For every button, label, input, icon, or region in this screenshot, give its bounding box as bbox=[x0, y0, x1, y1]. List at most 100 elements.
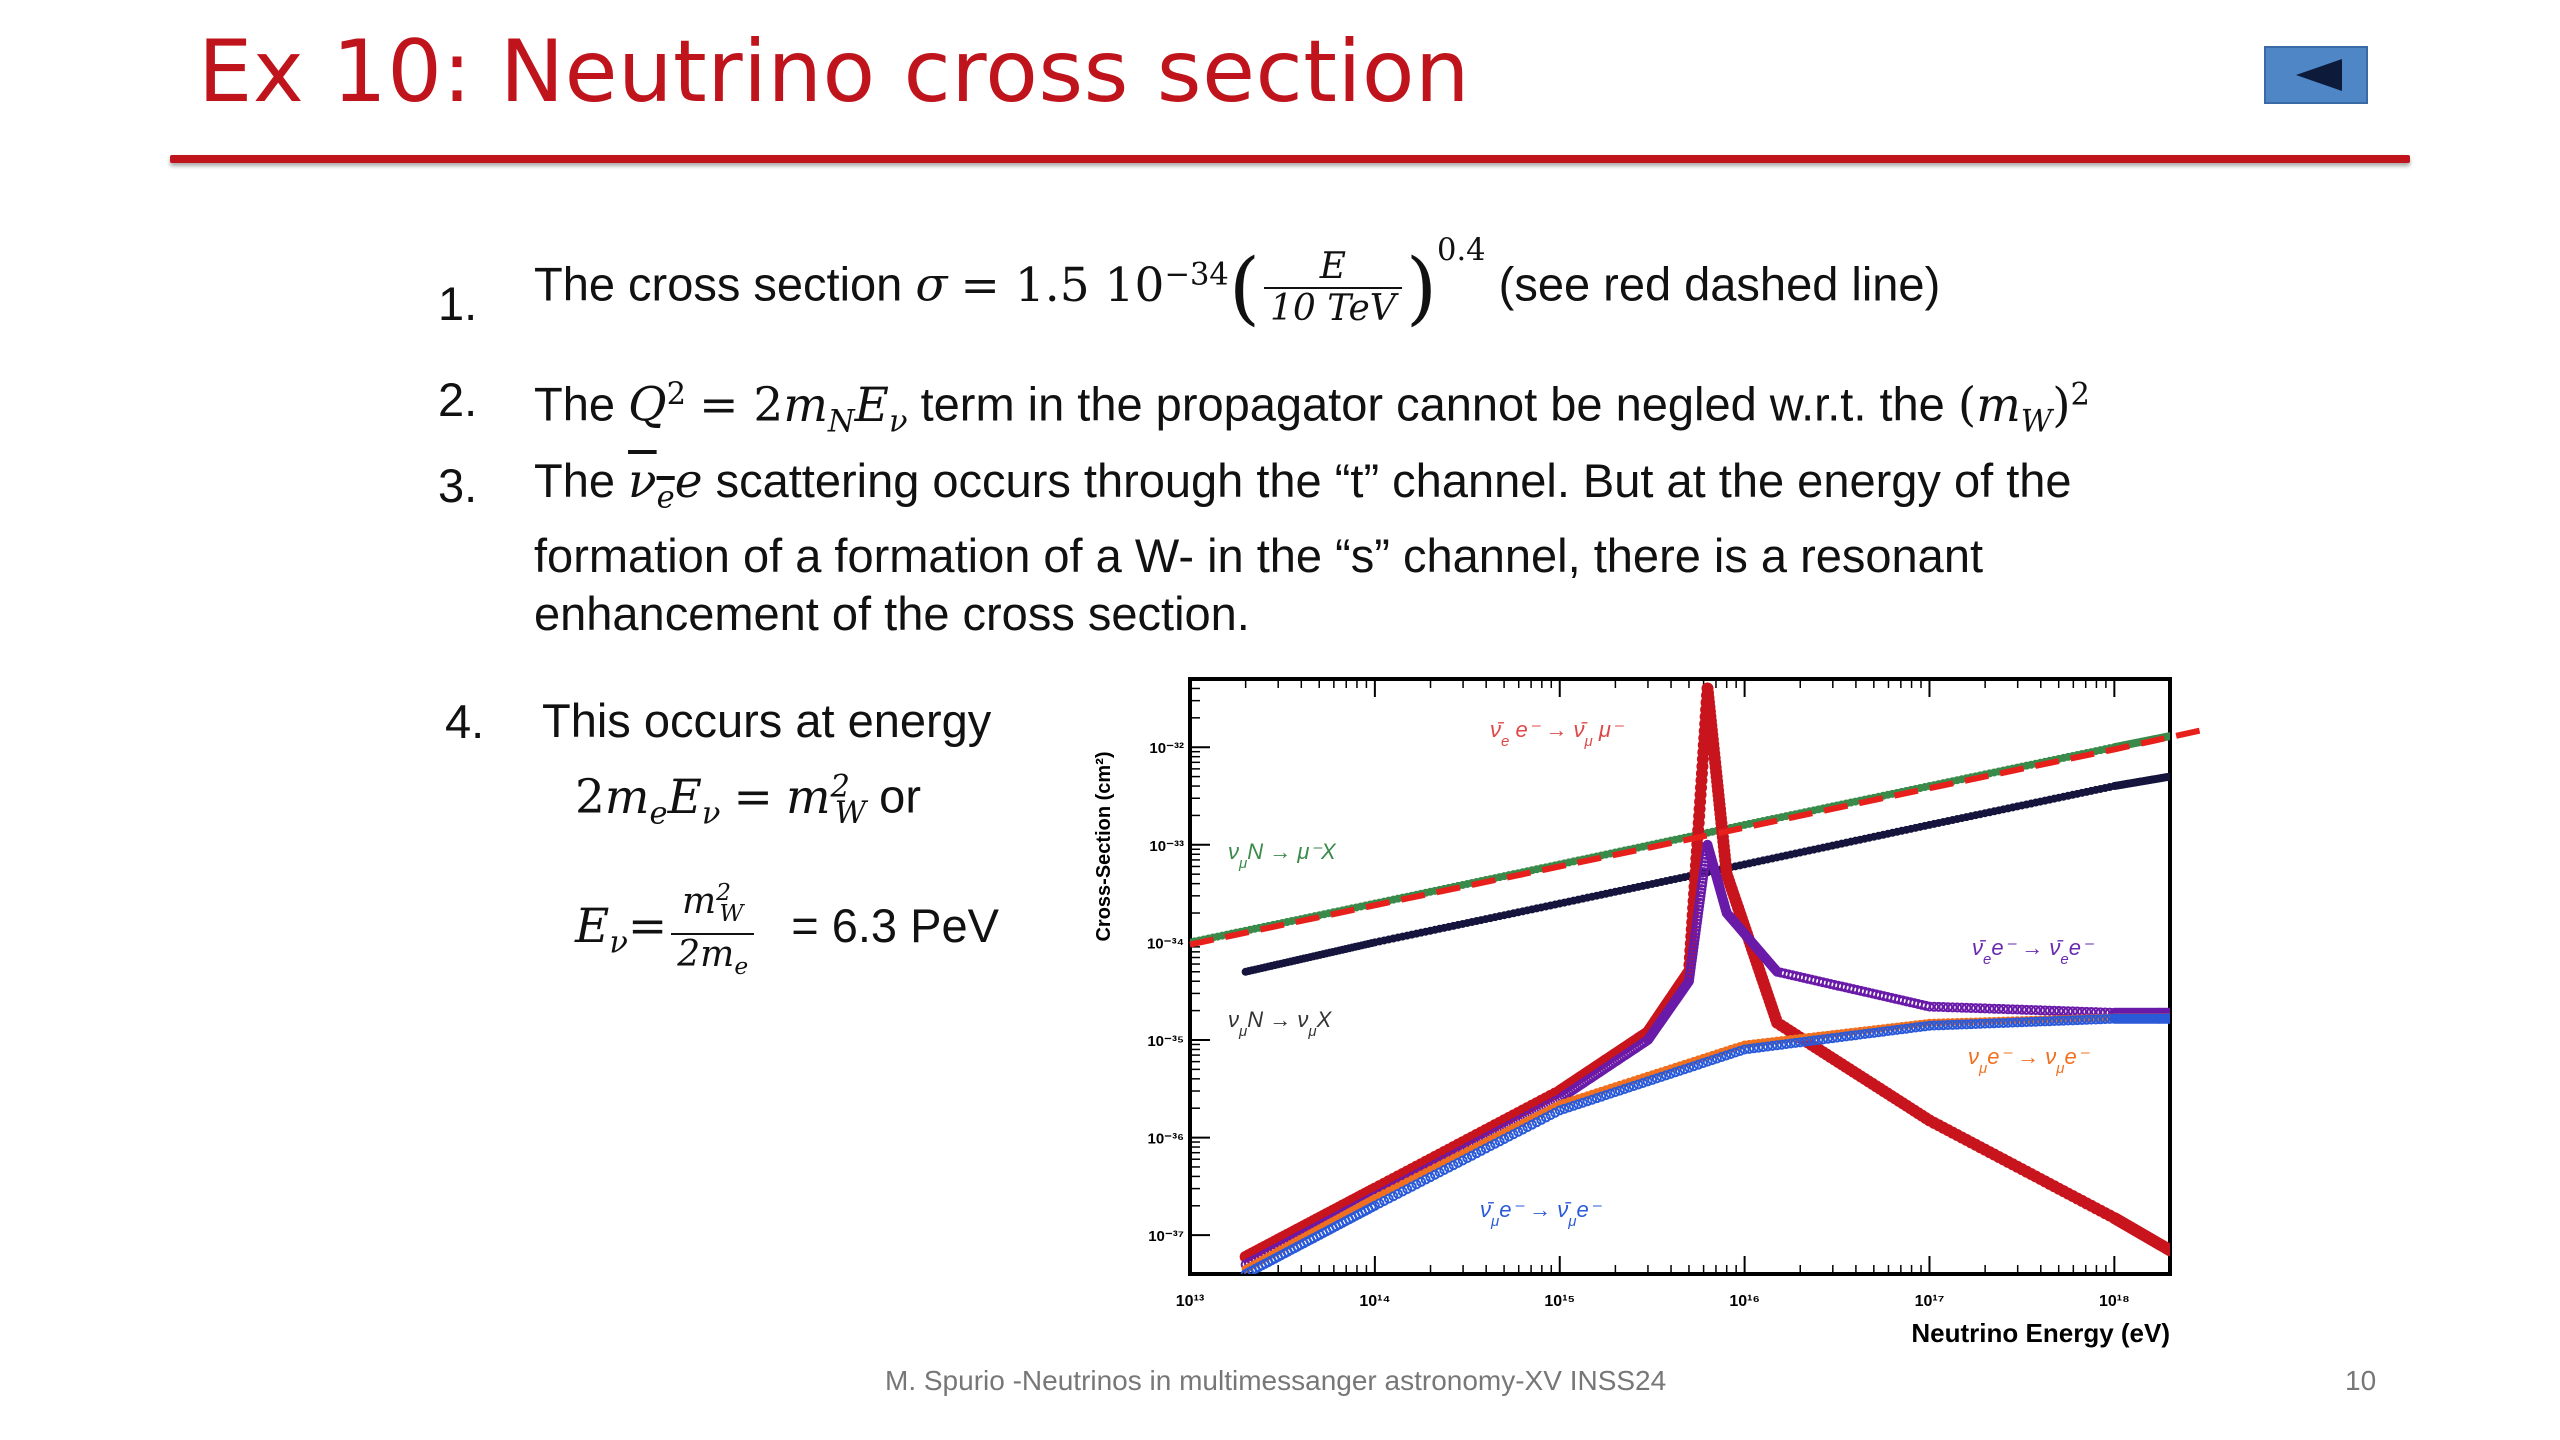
data-point bbox=[1938, 1020, 1949, 1031]
data-point bbox=[2040, 1016, 2051, 1027]
data-point bbox=[1947, 1019, 1958, 1030]
data-point bbox=[2049, 1005, 2060, 1016]
data-point bbox=[2016, 1004, 2027, 1015]
data-point bbox=[1693, 1059, 1704, 1070]
data-point bbox=[1942, 1020, 1953, 1031]
data-point bbox=[2095, 1014, 2106, 1025]
data-point bbox=[1924, 1020, 1935, 1031]
back-button[interactable] bbox=[2264, 46, 2368, 104]
data-point bbox=[2100, 1014, 2111, 1025]
data-point bbox=[2165, 1013, 2170, 1024]
data-point bbox=[1785, 1038, 1796, 1049]
y-axis-label: Cross-Section (cm²) bbox=[1093, 751, 1115, 941]
data-point bbox=[1799, 1036, 1810, 1047]
page-number: 10 bbox=[2345, 1365, 2377, 1396]
x-tick-label: 10¹⁵ bbox=[1544, 1293, 1575, 1310]
data-point bbox=[1716, 1052, 1727, 1063]
data-point bbox=[1970, 1003, 1981, 1014]
data-point bbox=[1975, 1003, 1986, 1014]
item-4-equation-2: Eν= m2W 2me = 6.3 PeV bbox=[575, 872, 999, 986]
data-point bbox=[1661, 1070, 1672, 1081]
item-3-line-3: enhancement of the cross section. bbox=[534, 587, 1250, 641]
data-point bbox=[1721, 1050, 1732, 1061]
item-1-text-b: (see red dashed line) bbox=[1485, 257, 1941, 311]
series-annotation: νμN → νμX bbox=[1228, 1007, 1333, 1040]
data-point bbox=[1679, 1064, 1690, 1075]
item-4-number: 4. bbox=[445, 695, 485, 748]
item-3-number: 3. bbox=[438, 459, 478, 512]
data-point bbox=[2166, 772, 2170, 781]
data-point bbox=[1993, 1018, 2004, 1029]
data-point bbox=[1748, 1043, 1759, 1054]
data-point bbox=[1882, 1026, 1893, 1037]
data-point bbox=[1892, 1024, 1903, 1035]
data-point bbox=[1938, 1002, 1949, 1013]
data-point bbox=[1961, 1002, 1972, 1013]
data-point bbox=[1984, 1003, 1995, 1014]
item-3-line-2: formation of a formation of a W- in the … bbox=[534, 529, 1984, 583]
data-point bbox=[1642, 1076, 1653, 1087]
data-point bbox=[1873, 1027, 1884, 1038]
data-point bbox=[1790, 1037, 1801, 1048]
data-point bbox=[1614, 1085, 1625, 1096]
cross-section-chart: 10¹³ 10¹⁴ 10¹⁵ 10¹⁶ 10¹⁷ 10¹⁸ 10⁻³² 10⁻³³ 10⁻³⁴ 1… bbox=[1093, 677, 2204, 1348]
data-point bbox=[2053, 1005, 2064, 1016]
item-3-text-a: The bbox=[534, 454, 629, 507]
data-point bbox=[1979, 1003, 1990, 1014]
data-point bbox=[1795, 1037, 1806, 1048]
title-divider bbox=[170, 155, 2410, 163]
data-point bbox=[1929, 1001, 1940, 1012]
item-2-text-a: The bbox=[534, 377, 629, 431]
y-tick-label: 10⁻³⁵ bbox=[1147, 1033, 1184, 1050]
data-point bbox=[2086, 1014, 2097, 1025]
data-point bbox=[1605, 1088, 1616, 1099]
data-point bbox=[1929, 1020, 1940, 1031]
data-point bbox=[1915, 1021, 1926, 1032]
data-point bbox=[2076, 1014, 2087, 1025]
data-point bbox=[1947, 1002, 1958, 1013]
data-point bbox=[1855, 1029, 1866, 1040]
data-point bbox=[2030, 1016, 2041, 1027]
data-point bbox=[2044, 1005, 2055, 1016]
series-annotation: νμe⁻ → νμe⁻ bbox=[1968, 1044, 2091, 1077]
data-point bbox=[1998, 1017, 2009, 1028]
data-point bbox=[2063, 1015, 2074, 1026]
y-tick-label: 10⁻³⁶ bbox=[1147, 1131, 1184, 1148]
data-point bbox=[1707, 1055, 1718, 1066]
item-4-value: = 6.3 PeV bbox=[791, 898, 999, 952]
item-2-number: 2. bbox=[438, 373, 478, 426]
data-point bbox=[1670, 1067, 1681, 1078]
x-tick-label: 10¹⁴ bbox=[1359, 1293, 1390, 1310]
data-point bbox=[1901, 1023, 1912, 1034]
data-point bbox=[1725, 1049, 1736, 1060]
data-point bbox=[1770, 965, 1781, 976]
data-point bbox=[1896, 1024, 1907, 1035]
data-point bbox=[2166, 732, 2170, 741]
x-tick-label: 10¹⁸ bbox=[2099, 1293, 2130, 1310]
data-point bbox=[2021, 1017, 2032, 1028]
data-point bbox=[1771, 1040, 1782, 1051]
data-point bbox=[2016, 1017, 2027, 1028]
data-point bbox=[1808, 1035, 1819, 1046]
data-point bbox=[1734, 1045, 1745, 1056]
data-point bbox=[1887, 1025, 1898, 1036]
data-point bbox=[1619, 1084, 1630, 1095]
data-point bbox=[1762, 1041, 1773, 1052]
triangle-left-icon bbox=[2296, 59, 2342, 91]
data-point bbox=[2040, 1005, 2051, 1016]
data-point bbox=[2030, 1005, 2041, 1016]
data-point bbox=[1845, 1030, 1856, 1041]
data-point bbox=[2072, 1015, 2083, 1026]
data-point bbox=[1587, 1094, 1598, 1105]
data-point bbox=[1942, 1002, 1953, 1013]
data-point bbox=[1850, 1030, 1861, 1041]
item-1-text-a: The cross section bbox=[534, 257, 916, 311]
data-point bbox=[1832, 1032, 1843, 1043]
data-point bbox=[2026, 1004, 2037, 1015]
data-point bbox=[1739, 1044, 1750, 1055]
data-point bbox=[1970, 1018, 1981, 1029]
data-point bbox=[1573, 1099, 1584, 1110]
data-point bbox=[2053, 1015, 2064, 1026]
data-point bbox=[2035, 1005, 2046, 1016]
data-point bbox=[1656, 1071, 1667, 1082]
